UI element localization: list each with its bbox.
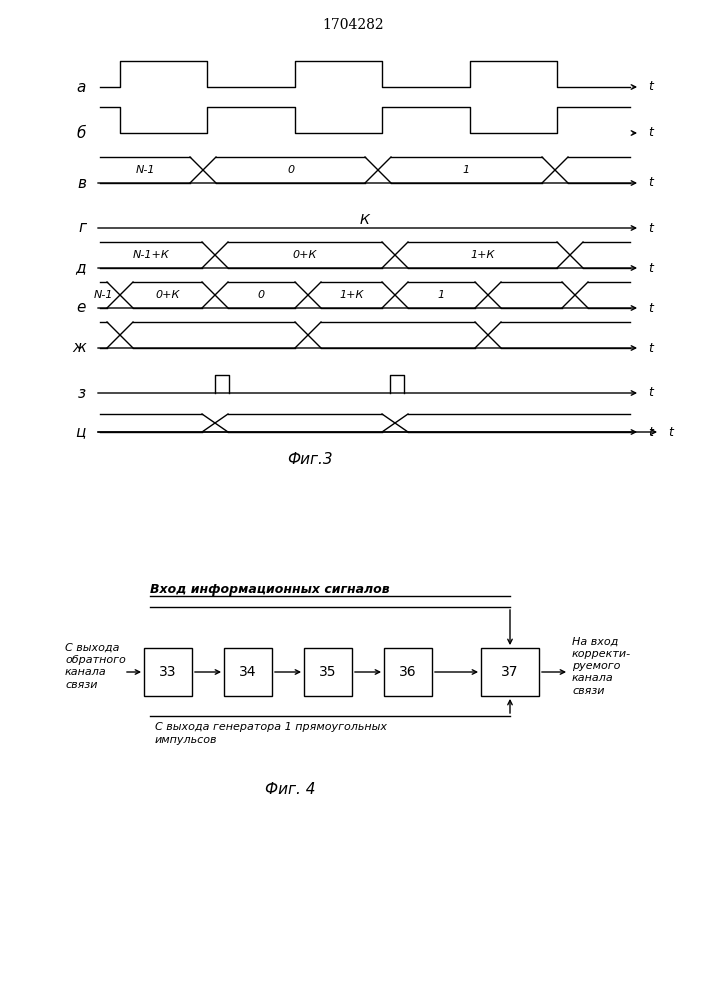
Text: 0+К: 0+К bbox=[156, 290, 180, 300]
Text: t: t bbox=[648, 176, 653, 190]
Text: 1: 1 bbox=[438, 290, 445, 300]
Text: д: д bbox=[76, 260, 86, 275]
Text: 0: 0 bbox=[287, 165, 294, 175]
Text: в: в bbox=[77, 176, 86, 190]
Text: 34: 34 bbox=[239, 665, 257, 679]
Text: 1704282: 1704282 bbox=[322, 18, 384, 32]
Text: з: з bbox=[78, 385, 86, 400]
Text: На вход
корректи-
руемого
канала
связи: На вход корректи- руемого канала связи bbox=[572, 636, 631, 696]
Text: а: а bbox=[76, 80, 86, 95]
Text: ц: ц bbox=[76, 424, 86, 440]
Text: б: б bbox=[76, 125, 86, 140]
Text: t: t bbox=[648, 222, 653, 234]
Text: 1+К: 1+К bbox=[470, 250, 495, 260]
Text: t: t bbox=[648, 126, 653, 139]
Text: е: е bbox=[76, 300, 86, 316]
Text: 1: 1 bbox=[463, 165, 470, 175]
Bar bbox=[144, 648, 192, 696]
Text: N-1+К: N-1+К bbox=[133, 250, 170, 260]
Text: N-1: N-1 bbox=[135, 165, 155, 175]
Text: С выхода генератора 1 прямоугольных
импульсов: С выхода генератора 1 прямоугольных импу… bbox=[155, 722, 387, 745]
Bar bbox=[481, 648, 539, 696]
Bar bbox=[304, 648, 352, 696]
Text: С выхода
обратного
канала
связи: С выхода обратного канала связи bbox=[65, 642, 126, 690]
Text: Фиг. 4: Фиг. 4 bbox=[264, 782, 315, 798]
Text: г: г bbox=[78, 221, 86, 235]
Text: 33: 33 bbox=[159, 665, 177, 679]
Text: 35: 35 bbox=[320, 665, 337, 679]
Text: t: t bbox=[648, 302, 653, 314]
Text: 0+К: 0+К bbox=[293, 250, 317, 260]
Text: t: t bbox=[668, 426, 673, 438]
Bar bbox=[224, 648, 272, 696]
Text: t: t bbox=[648, 261, 653, 274]
Text: 36: 36 bbox=[399, 665, 417, 679]
Text: t: t bbox=[648, 386, 653, 399]
Bar bbox=[384, 648, 432, 696]
Text: t: t bbox=[648, 426, 653, 438]
Text: t: t bbox=[648, 81, 653, 94]
Text: N-1: N-1 bbox=[94, 290, 113, 300]
Text: 1+К: 1+К bbox=[339, 290, 363, 300]
Text: Фиг.3: Фиг.3 bbox=[287, 452, 333, 468]
Text: 37: 37 bbox=[501, 665, 519, 679]
Text: 0: 0 bbox=[258, 290, 265, 300]
Text: ж: ж bbox=[72, 340, 86, 356]
Text: Вход информационных сигналов: Вход информационных сигналов bbox=[150, 584, 390, 596]
Text: t: t bbox=[648, 342, 653, 355]
Text: К: К bbox=[360, 213, 370, 227]
